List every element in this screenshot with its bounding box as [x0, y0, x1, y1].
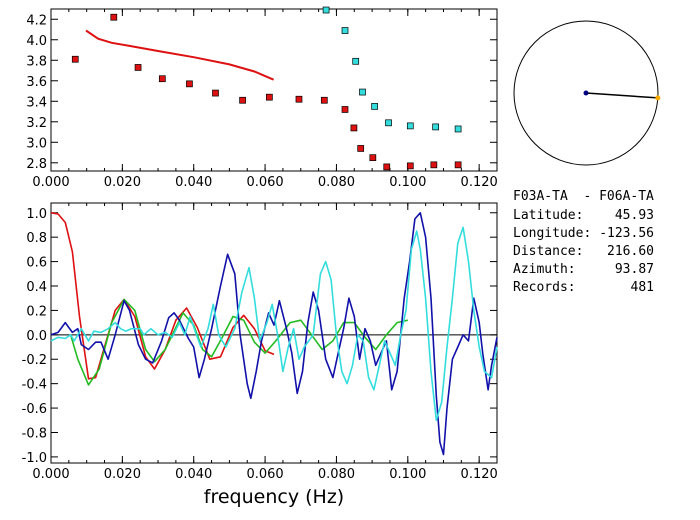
red-model-line — [85, 29, 274, 81]
correlation-spectrum-plot: 0.000 0.020 0.040 0.060 0.080 0.100 0.120 1.0 0.… — [22, 202, 498, 508]
bottom-ytick-label: 0.8 — [26, 231, 47, 246]
distance-value: 216.60 — [607, 244, 654, 259]
longitude-label: Longitude: — [513, 226, 591, 241]
bottom-ytick-label: 0.0 — [26, 329, 47, 344]
bottom-ytick-label: -0.8 — [22, 426, 47, 441]
cyan-point — [385, 119, 392, 127]
top-xtick-label: 0.040 — [175, 175, 212, 190]
cyan-point — [454, 125, 462, 133]
bottom-ytick-label: -1.0 — [22, 451, 47, 466]
cyan-point — [432, 123, 439, 131]
red-point — [341, 106, 349, 113]
bottom-ytick-label: 0.4 — [26, 280, 47, 295]
top-frame — [50, 8, 498, 172]
latitude-label: Latitude: — [513, 208, 583, 223]
red-point — [383, 163, 391, 171]
bottom-ytick-label: -0.4 — [22, 378, 47, 393]
red-point — [357, 145, 365, 152]
bottom-xtick-label: 0.020 — [104, 467, 141, 482]
bottom-ytick-label: 0.2 — [26, 304, 47, 319]
red-point — [406, 162, 414, 170]
bottom-xtick-label: 0.120 — [461, 467, 498, 482]
bottom-ytick-label: 0.6 — [26, 256, 47, 271]
red-point — [212, 89, 219, 97]
distance-label: Distance: — [513, 244, 583, 259]
top-xtick-label: 0.000 — [32, 175, 69, 190]
bottom-xtick-label: 0.100 — [389, 467, 426, 482]
red-point — [454, 161, 462, 169]
x-axis-label: frequency (Hz) — [204, 486, 344, 508]
top-xtick-label: 0.020 — [104, 175, 141, 190]
top-ytick-label: 3.8 — [26, 54, 47, 69]
bottom-ytick-label: 1.0 — [26, 207, 47, 222]
red-point — [266, 93, 273, 101]
velocity-scatter-plot: 0.000 0.020 0.040 0.060 0.080 0.100 0.120 2.8 3.… — [26, 6, 498, 190]
station-pair-label: F03A-TA - F06A-TA — [513, 189, 654, 204]
red-point — [320, 96, 328, 104]
records-value: 481 — [631, 280, 654, 295]
top-ytick-label: 3.6 — [26, 75, 47, 90]
bottom-xtick-label: 0.040 — [175, 467, 212, 482]
red-point — [110, 13, 118, 21]
polar-circle — [513, 20, 659, 166]
azimuth-label: Azimuth: — [513, 262, 576, 277]
cyan-point — [371, 103, 378, 110]
bottom-xtick-label: 0.000 — [32, 467, 69, 482]
cyan-series-line — [50, 226, 498, 422]
source-station-dot — [583, 90, 589, 96]
top-xtick-label: 0.060 — [246, 175, 283, 190]
cyan-point — [359, 88, 366, 96]
cyan-point — [322, 6, 330, 14]
top-ytick-label: 3.2 — [26, 116, 47, 131]
top-ytick-label: 3.4 — [26, 95, 47, 110]
red-point — [134, 64, 142, 71]
bottom-xtick-label: 0.080 — [318, 467, 355, 482]
red-point — [186, 80, 193, 88]
azimuth-value: 93.87 — [615, 262, 654, 277]
bottom-ytick-label: -0.2 — [22, 353, 47, 368]
azimuth-line — [585, 92, 658, 99]
longitude-value: -123.56 — [599, 226, 654, 241]
red-point — [369, 154, 377, 162]
red-point — [295, 95, 303, 103]
blue-series-line — [50, 212, 498, 456]
top-ytick-label: 4.2 — [26, 13, 47, 28]
red-point — [71, 55, 79, 63]
red-point — [350, 124, 358, 132]
top-xtick-label: 0.100 — [389, 175, 426, 190]
cyan-point — [341, 27, 349, 34]
top-ytick-label: 2.8 — [26, 157, 47, 172]
red-point — [239, 96, 246, 104]
records-label: Records: — [513, 280, 576, 295]
top-ytick-label: 3.0 — [26, 136, 47, 151]
cyan-point — [352, 57, 360, 65]
red-point — [158, 75, 166, 83]
green-series-line — [69, 298, 408, 386]
latitude-value: 45.93 — [615, 208, 654, 223]
station-info-panel: F03A-TA - F06A-TA Latitude: 45.93 Longit… — [513, 189, 654, 295]
cyan-point — [406, 122, 414, 130]
bottom-frame — [50, 202, 498, 464]
receiver-station-dot — [655, 95, 661, 101]
top-xtick-label: 0.080 — [318, 175, 355, 190]
red-point — [430, 161, 438, 169]
top-ytick-label: 4.0 — [26, 34, 47, 49]
top-xtick-label: 0.120 — [461, 175, 498, 190]
bottom-xtick-label: 0.060 — [246, 467, 283, 482]
azimuth-polar-plot — [513, 20, 661, 166]
bottom-ytick-label: -0.6 — [22, 402, 47, 417]
